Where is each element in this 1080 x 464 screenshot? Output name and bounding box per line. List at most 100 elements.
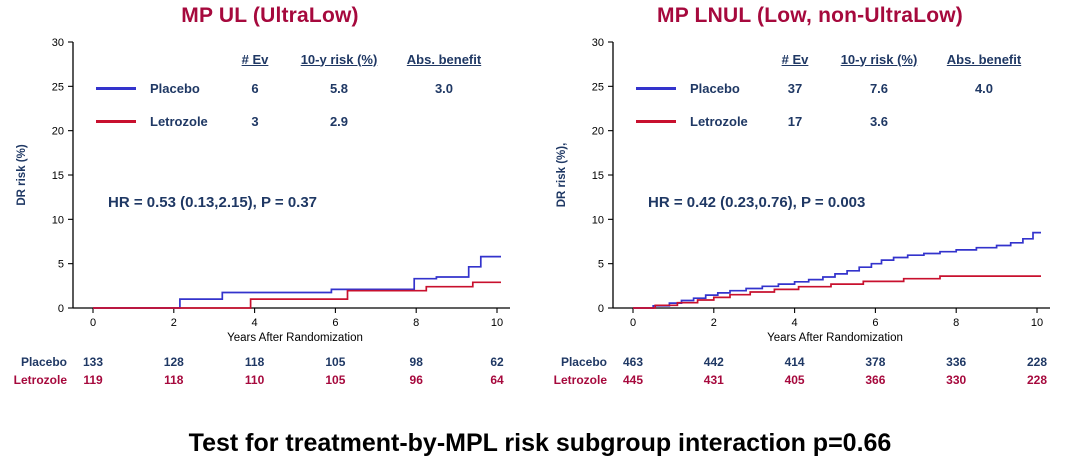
interaction-test-note: Test for treatment-by-MPL risk subgroup … — [188, 429, 892, 457]
at-risk-count: 105 — [325, 355, 345, 369]
x-tick-label: 6 — [332, 317, 338, 329]
at-risk-count: 105 — [325, 373, 345, 387]
placebo-risk-value: 5.8 — [329, 81, 349, 96]
x-tick-label: 6 — [872, 317, 878, 329]
series-line-letrozole — [633, 275, 1041, 309]
x-tick-label: 8 — [953, 317, 959, 329]
legend-header-events: # Ev — [781, 51, 809, 67]
y-tick-label: 10 — [52, 214, 64, 226]
at-risk-count: 119 — [83, 373, 103, 387]
legend-swatch-letrozole — [96, 120, 142, 123]
placebo-events-value: 6 — [251, 81, 259, 96]
x-tick-label: 10 — [1031, 317, 1043, 329]
legend-swatch-letrozole — [636, 120, 682, 123]
y-axis-title: DR risk (%), — [556, 143, 568, 208]
legend-header-events: # Ev — [241, 51, 269, 67]
y-tick-label: 20 — [52, 126, 64, 138]
x-tick-label: 4 — [252, 317, 258, 329]
at-risk-count: 330 — [946, 373, 966, 387]
abs-benefit-value: 3.0 — [434, 81, 454, 96]
at-risk-count: 336 — [946, 355, 966, 369]
at-risk-count: 62 — [490, 355, 504, 369]
at-risk-count: 431 — [704, 373, 724, 387]
at-risk-count: 228 — [1027, 373, 1047, 387]
legend-header-risk: 10-y risk (%) — [300, 51, 378, 67]
x-tick-label: 0 — [630, 317, 636, 329]
panel-mp-ul: MP UL (UltraLow) 0 5 10 15 20 25 30 0 2 4 6 8 10 Year… — [0, 0, 540, 400]
letrozole-events-value: 3 — [251, 114, 259, 129]
at-risk-count: 64 — [490, 373, 504, 387]
y-tick-label: 30 — [592, 37, 604, 49]
at-risk-count: 463 — [623, 355, 643, 369]
series-line-letrozole — [93, 281, 501, 309]
legend-label-letrozole: Letrozole — [690, 114, 748, 129]
km-plot-mp-lnul: 0 5 10 15 20 25 30 0 2 4 6 8 10 Years After Randomiza… — [554, 37, 1050, 387]
km-plot-mp-ul: 0 5 10 15 20 25 30 0 2 4 6 8 10 Years After Randomiza… — [14, 37, 510, 387]
letrozole-line-swatch — [96, 120, 136, 123]
placebo-line-swatch — [636, 87, 676, 90]
x-tick-label: 2 — [711, 317, 717, 329]
y-tick-label: 10 — [592, 214, 604, 226]
legend-swatch-placebo — [636, 87, 682, 90]
y-tick-label: 5 — [598, 259, 604, 271]
legend-header-benefit: Abs. benefit — [946, 51, 1022, 67]
at-risk-count: 133 — [83, 355, 103, 369]
y-tick-label: 25 — [592, 81, 604, 93]
y-axis-title: DR risk (%) — [16, 144, 28, 206]
hazard-ratio-annotation: HR = 0.42 (0.23,0.76), P = 0.003 — [648, 194, 866, 211]
letrozole-risk-value: 2.9 — [329, 114, 349, 129]
panel-title-mp-ul: MP UL (UltraLow) — [181, 4, 359, 27]
hazard-ratio-annotation: HR = 0.53 (0.13,2.15), P = 0.37 — [108, 194, 318, 211]
x-tick-label: 2 — [171, 317, 177, 329]
at-risk-count: 118 — [245, 355, 265, 369]
panel-mp-lnul: MP LNUL (Low, non-UltraLow) 0 5 10 15 20 25 30… — [540, 0, 1080, 400]
legend-header-risk: 10-y risk (%) — [840, 51, 918, 67]
y-tick-label: 15 — [52, 170, 64, 182]
at-risk-row-label: Placebo — [561, 355, 607, 369]
panel-title-mp-lnul: MP LNUL (Low, non-UltraLow) — [657, 4, 963, 27]
y-tick-label: 0 — [598, 303, 604, 315]
at-risk-count: 96 — [410, 373, 424, 387]
series-line-placebo — [633, 231, 1041, 309]
at-risk-row-label: Letrozole — [14, 373, 68, 387]
at-risk-count: 405 — [785, 373, 805, 387]
y-tick-label: 20 — [592, 126, 604, 138]
at-risk-count: 442 — [704, 355, 724, 369]
at-risk-count: 414 — [785, 355, 805, 369]
letrozole-line-swatch — [636, 120, 676, 123]
legend-mp-lnul: # Ev 10-y risk (%) Abs. benefit Placebo … — [636, 46, 1030, 138]
at-risk-count: 98 — [410, 355, 424, 369]
placebo-line-swatch — [96, 87, 136, 90]
at-risk-count: 228 — [1027, 355, 1047, 369]
placebo-events-value: 37 — [787, 81, 803, 96]
at-risk-count: 378 — [865, 355, 885, 369]
legend-mp-ul: # Ev 10-y risk (%) Abs. benefit Placebo … — [96, 46, 490, 138]
legend-header-benefit: Abs. benefit — [406, 51, 482, 67]
placebo-risk-value: 7.6 — [869, 81, 889, 96]
at-risk-count: 110 — [245, 373, 265, 387]
legend-label-letrozole: Letrozole — [150, 114, 208, 129]
at-risk-count: 445 — [623, 373, 643, 387]
y-tick-label: 15 — [592, 170, 604, 182]
y-tick-label: 5 — [58, 259, 64, 271]
x-axis-title: Years After Randomization — [227, 332, 363, 344]
legend-label-placebo: Placebo — [690, 81, 740, 96]
y-tick-label: 25 — [52, 81, 64, 93]
y-tick-label: 30 — [52, 37, 64, 49]
at-risk-count: 118 — [164, 373, 184, 387]
legend-label-placebo: Placebo — [150, 81, 200, 96]
at-risk-row-label: Letrozole — [554, 373, 608, 387]
x-tick-label: 8 — [413, 317, 419, 329]
letrozole-risk-value: 3.6 — [869, 114, 889, 129]
letrozole-events-value: 17 — [787, 114, 803, 129]
y-tick-label: 0 — [58, 303, 64, 315]
legend-swatch-placebo — [96, 87, 142, 90]
x-tick-label: 0 — [90, 317, 96, 329]
abs-benefit-value: 4.0 — [974, 81, 994, 96]
at-risk-count: 128 — [164, 355, 184, 369]
at-risk-row-label: Placebo — [21, 355, 67, 369]
x-tick-label: 10 — [491, 317, 503, 329]
series-line-placebo — [93, 255, 501, 309]
x-tick-label: 4 — [792, 317, 798, 329]
